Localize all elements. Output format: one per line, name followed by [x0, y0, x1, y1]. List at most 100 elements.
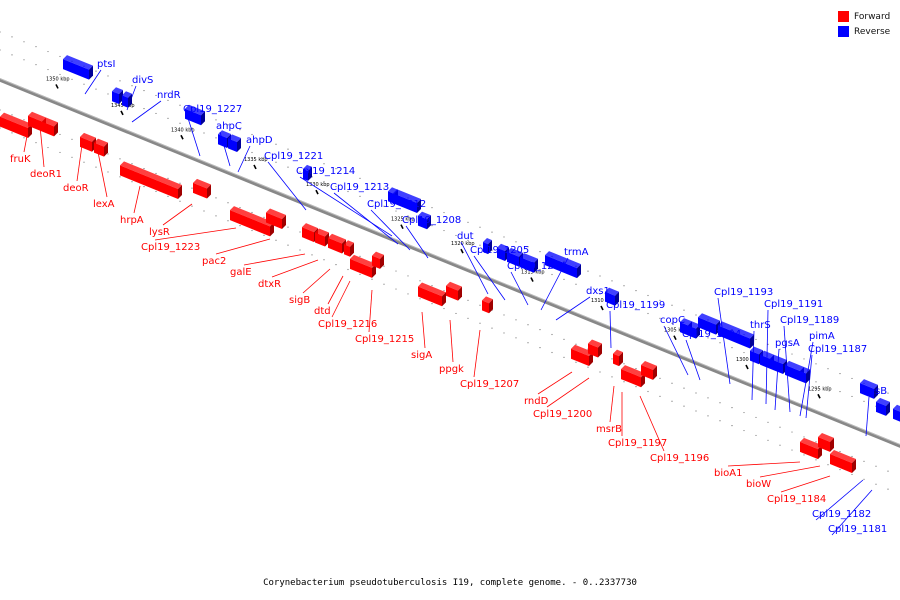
forward-gene-block[interactable] — [266, 208, 286, 230]
reverse-gene-label[interactable]: nrdR — [157, 90, 181, 101]
forward-gene-block[interactable] — [621, 365, 645, 388]
reverse-gene-block[interactable] — [770, 354, 787, 375]
forward-gene-block[interactable] — [315, 228, 329, 247]
forward-gene-label[interactable]: Cpl19_1197 — [608, 438, 667, 449]
reverse-gene-label[interactable]: pimA — [809, 331, 835, 342]
forward-gene-block[interactable] — [571, 344, 593, 367]
forward-gene-block[interactable] — [80, 132, 96, 152]
reverse-gene-block[interactable] — [483, 238, 492, 255]
reverse-gene-label[interactable]: Cpl19_1214 — [296, 166, 355, 177]
forward-gene-block[interactable] — [120, 161, 182, 199]
forward-gene-label[interactable]: Cpl19_1200 — [533, 409, 592, 420]
forward-gene-block[interactable] — [641, 361, 657, 380]
forward-gene-block[interactable] — [418, 282, 446, 307]
reverse-gene-label[interactable]: Cpl19_1194 — [682, 329, 741, 340]
reverse-gene-label[interactable]: divS — [132, 75, 153, 86]
forward-gene-block[interactable] — [818, 432, 834, 452]
reverse-gene-label[interactable]: pgsA — [775, 338, 800, 349]
forward-gene-label[interactable]: Cpl19_1207 — [460, 379, 519, 390]
forward-gene-label[interactable]: pac2 — [202, 256, 226, 267]
reverse-gene-label[interactable]: Cpl19_1221 — [264, 151, 323, 162]
reverse-gene-block[interactable] — [893, 404, 900, 423]
reverse-gene-block[interactable] — [185, 104, 205, 126]
forward-gene-label[interactable]: Cpl19_1223 — [141, 242, 200, 253]
forward-gene-label[interactable]: deoR — [63, 183, 89, 194]
forward-gene-block[interactable] — [230, 206, 274, 237]
forward-gene-block[interactable] — [830, 450, 856, 473]
forward-gene-label[interactable]: sigA — [411, 350, 432, 361]
forward-gene-block[interactable] — [42, 117, 58, 137]
reverse-gene-label[interactable]: Cpl19_1187 — [808, 344, 867, 355]
reverse-gene-block[interactable] — [718, 321, 754, 349]
forward-gene-label[interactable]: Cpl19_1184 — [767, 494, 826, 505]
reverse-gene-block[interactable] — [688, 321, 700, 339]
forward-gene-label[interactable]: galE — [230, 267, 252, 278]
forward-gene-label[interactable]: dtxR — [258, 279, 281, 290]
reverse-gene-block[interactable] — [800, 366, 810, 384]
forward-gene-label[interactable]: msrB — [596, 424, 622, 435]
reverse-gene-label[interactable]: Cpl19_1182 — [812, 509, 871, 520]
forward-gene-block[interactable] — [344, 240, 354, 257]
forward-gene-block[interactable] — [588, 339, 602, 358]
reverse-gene-block[interactable] — [860, 379, 878, 399]
reverse-gene-label[interactable]: ptsI — [97, 59, 115, 70]
forward-gene-block[interactable] — [446, 281, 462, 301]
reverse-gene-label[interactable]: Cpl19_1227 — [183, 104, 242, 115]
forward-gene-label[interactable]: bioW — [746, 479, 771, 490]
reverse-gene-block[interactable] — [876, 397, 890, 416]
reverse-gene-block[interactable] — [605, 287, 619, 306]
forward-gene-label[interactable]: deoR1 — [30, 169, 62, 180]
forward-gene-leader — [327, 275, 344, 305]
reverse-gene-block[interactable] — [303, 164, 312, 181]
reverse-gene-label[interactable]: ahpC — [216, 121, 242, 132]
reverse-gene-label[interactable]: thrS — [750, 320, 771, 331]
forward-gene-label[interactable]: rndD — [524, 396, 549, 407]
reverse-gene-block[interactable] — [393, 189, 421, 214]
forward-gene-label[interactable]: bioA1 — [714, 468, 742, 479]
reverse-gene-label[interactable]: Cpl19_1181 — [828, 524, 887, 535]
forward-gene-block[interactable] — [350, 254, 376, 278]
forward-gene-block[interactable] — [800, 437, 822, 460]
forward-gene-block[interactable] — [613, 349, 623, 367]
forward-gene-label[interactable]: dtd — [314, 306, 331, 317]
reverse-gene-label[interactable]: trmA — [564, 247, 589, 258]
forward-gene-label[interactable]: Cpl19_1216 — [318, 319, 377, 330]
forward-gene-label[interactable]: Cpl19_1196 — [650, 453, 709, 464]
reverse-gene-block[interactable] — [418, 211, 431, 230]
forward-gene-label[interactable]: hrpA — [120, 215, 144, 226]
forward-gene-label[interactable]: ppgk — [439, 364, 464, 375]
reverse-gene-label[interactable]: Cpl19_1204 — [507, 261, 566, 272]
reverse-gene-label[interactable]: Cpl19_1213 — [330, 182, 389, 193]
reverse-gene-block[interactable] — [63, 55, 93, 80]
forward-gene-block[interactable] — [482, 296, 493, 314]
reverse-gene-block[interactable] — [545, 251, 581, 279]
reverse-gene-label[interactable]: Cpl19_1189 — [780, 315, 839, 326]
reverse-gene-leader — [865, 396, 870, 437]
forward-gene-block[interactable] — [94, 138, 108, 157]
reverse-gene-label[interactable]: dut — [457, 231, 474, 242]
reverse-gene-label[interactable]: tesB — [865, 386, 887, 397]
reverse-gene-block[interactable] — [228, 134, 241, 153]
forward-gene-block[interactable] — [193, 178, 211, 199]
reverse-gene-label[interactable]: copC — [660, 315, 685, 326]
forward-gene-label[interactable]: sigB — [289, 295, 310, 306]
reverse-gene-block[interactable] — [112, 87, 123, 105]
tick-label: 1315 kbp — [521, 270, 545, 276]
reverse-gene-label[interactable]: Cpl19_1212 — [367, 199, 426, 210]
reverse-gene-block[interactable] — [122, 91, 132, 108]
forward-gene-block[interactable] — [0, 112, 32, 138]
reverse-gene-label[interactable]: ahpD — [246, 135, 273, 146]
forward-gene-label[interactable]: Cpl19_1215 — [355, 334, 414, 345]
forward-gene-label[interactable]: lysR — [149, 227, 170, 238]
reverse-gene-label[interactable]: Cpl19_1199 — [606, 300, 665, 311]
reverse-gene-label[interactable]: dxs1 — [586, 286, 610, 297]
reverse-gene-block[interactable] — [520, 253, 538, 273]
reverse-gene-label[interactable]: Cpl19_1208 — [402, 215, 461, 226]
reverse-gene-label[interactable]: Cpl19_1205 — [470, 245, 529, 256]
forward-gene-label[interactable]: lexA — [93, 199, 115, 210]
reverse-gene-label[interactable]: Cpl19_1191 — [764, 299, 823, 310]
reverse-gene-label[interactable]: Cpl19_1193 — [714, 287, 773, 298]
forward-gene-block[interactable] — [372, 251, 384, 269]
forward-gene-label[interactable]: fruK — [10, 154, 31, 165]
forward-gene-block[interactable] — [328, 233, 346, 254]
